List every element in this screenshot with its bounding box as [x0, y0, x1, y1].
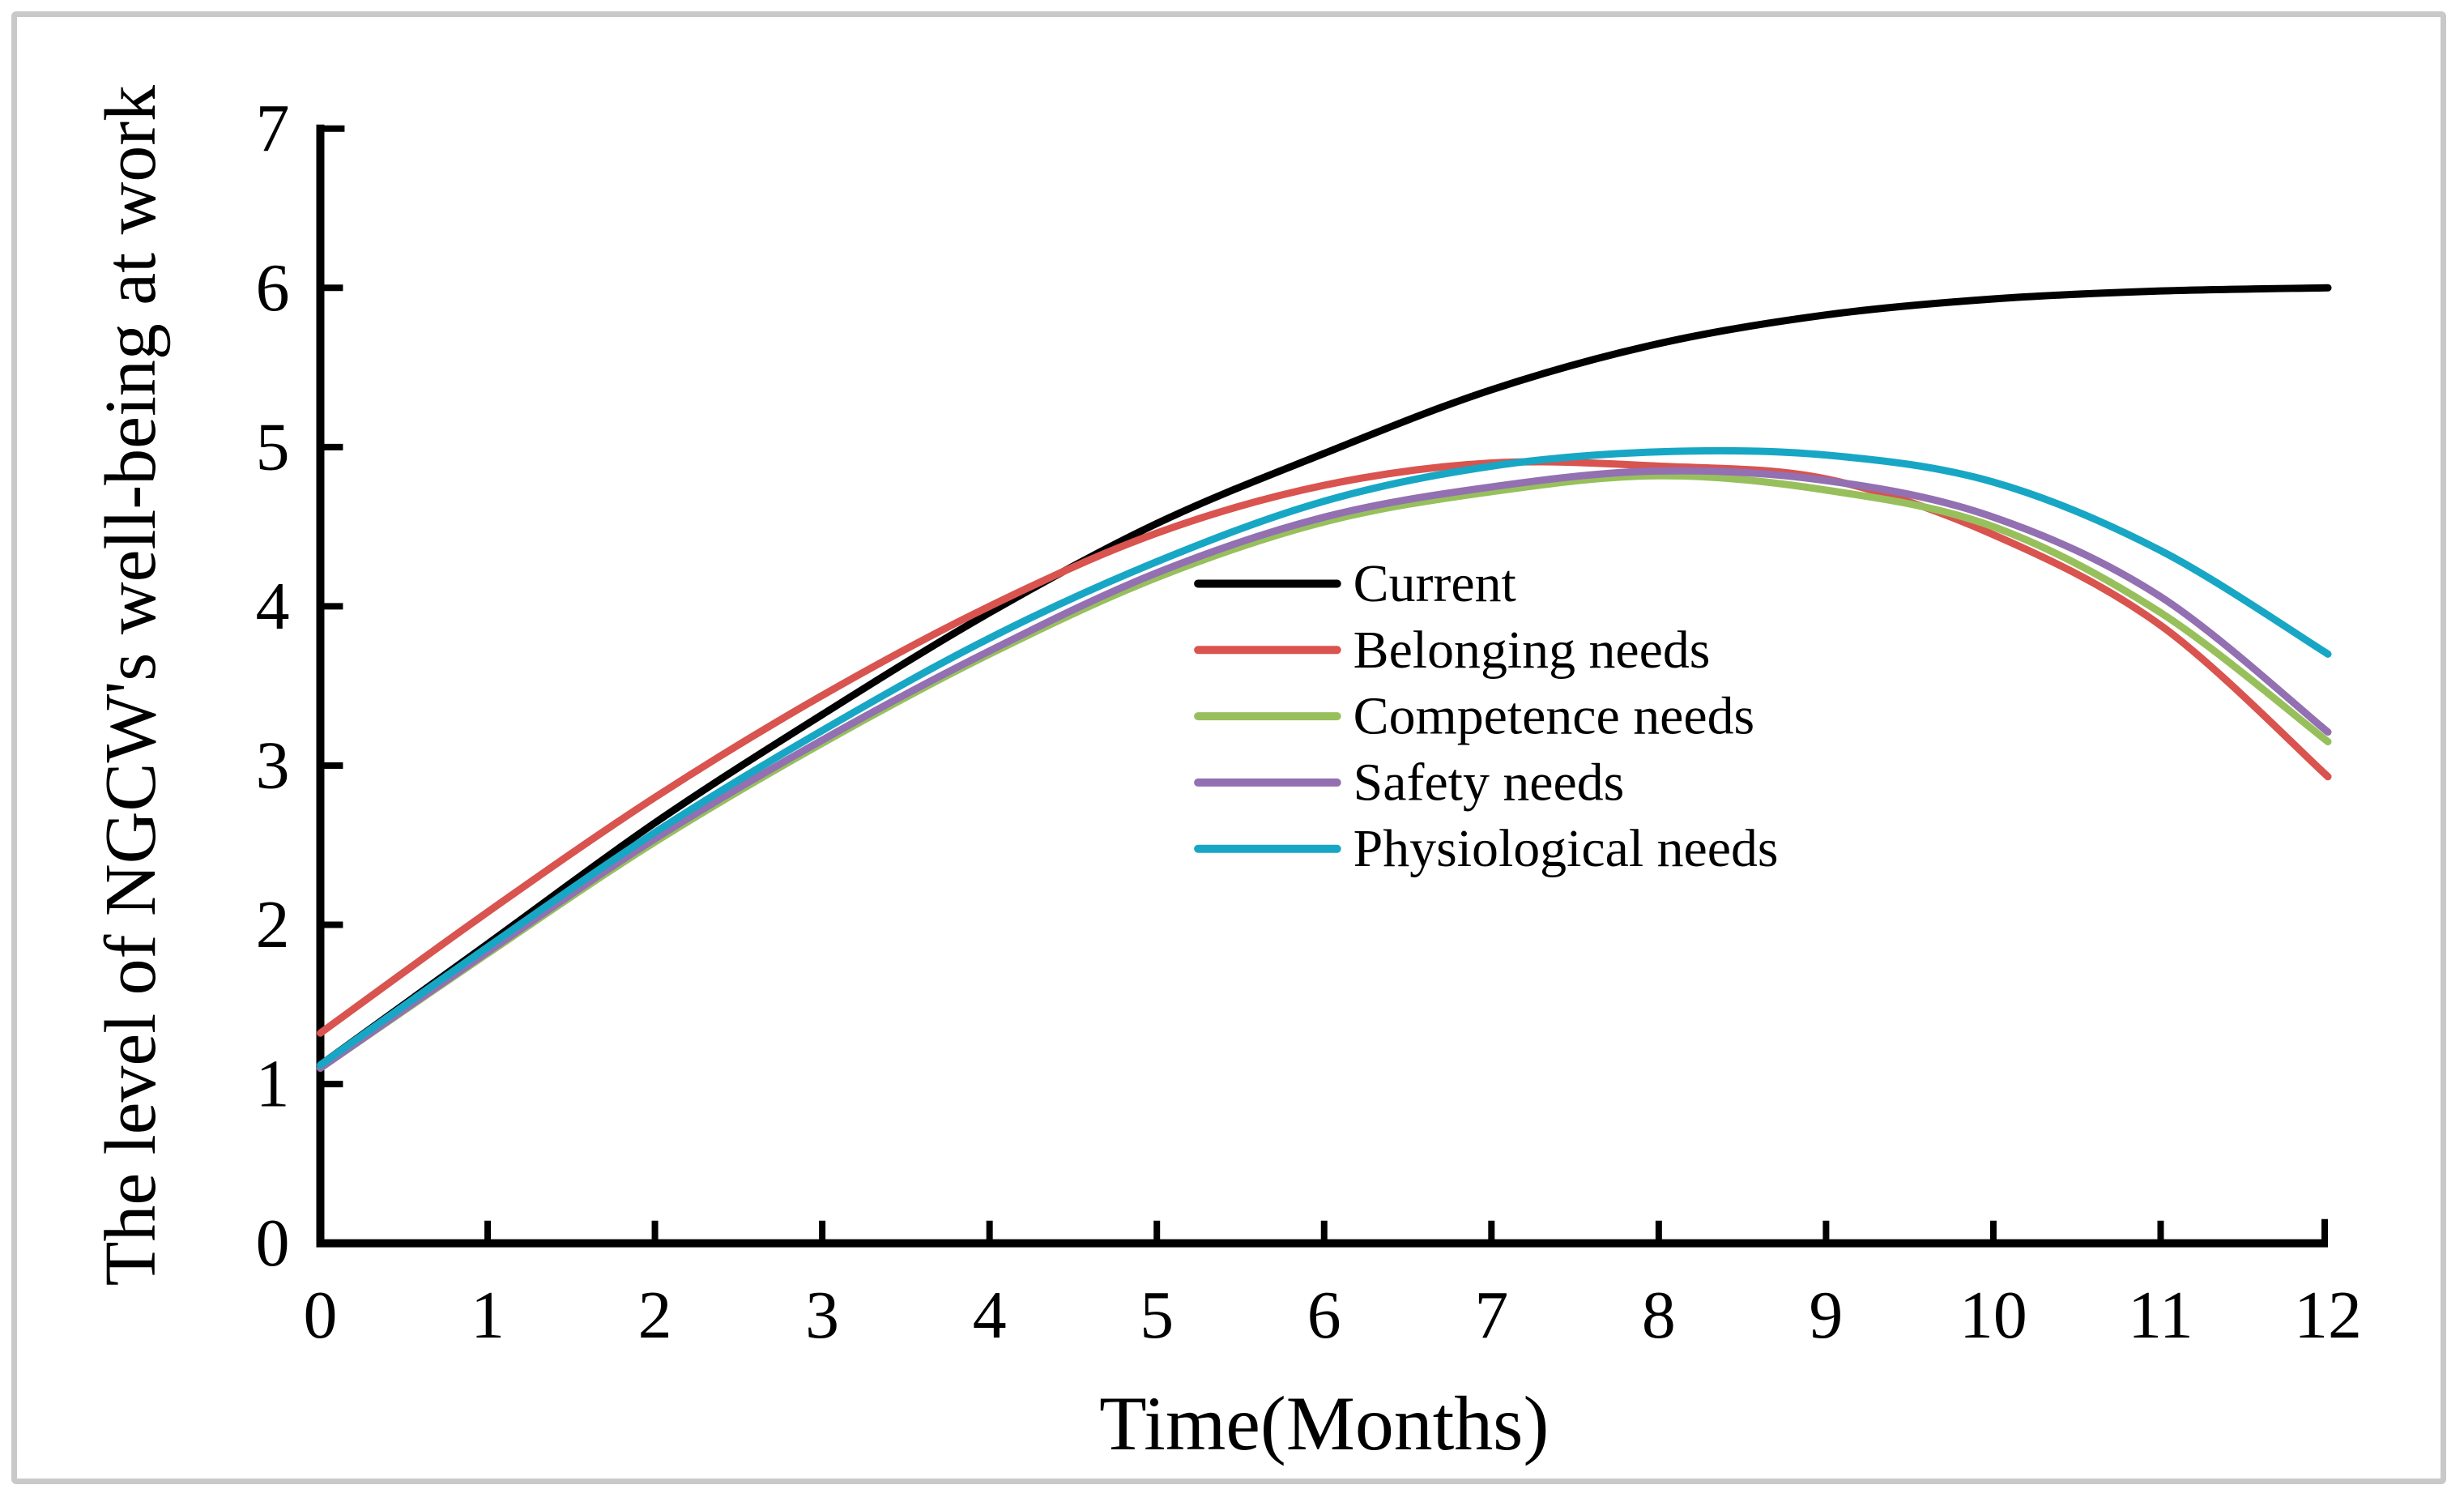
- x-tick-label: 1: [471, 1278, 505, 1353]
- series-line-belonging-needs: [316, 458, 2332, 1037]
- y-tick-label: 5: [256, 409, 290, 484]
- label-layer: Time(Months) The level of NGCW's well-be…: [91, 85, 1549, 1466]
- y-tick-label: 1: [256, 1047, 290, 1122]
- series-layer: [316, 284, 2332, 1072]
- x-tick-label: 3: [805, 1278, 839, 1353]
- y-tick-label: 7: [256, 91, 290, 166]
- legend-item-current: Current: [1194, 554, 1516, 613]
- y-tick-label: 4: [256, 569, 290, 644]
- x-tick-label: 5: [1140, 1278, 1174, 1353]
- legend-item-belonging-needs: Belonging needs: [1194, 621, 1711, 680]
- legend-layer: Current Belonging needs Competence needs Sa…: [1194, 554, 1779, 878]
- legend-label: Current: [1353, 554, 1516, 613]
- y-tick-label: 0: [256, 1205, 290, 1281]
- series-line-safety-needs: [316, 467, 2332, 1072]
- x-tick-label: 9: [1809, 1278, 1843, 1353]
- x-tick-label: 6: [1307, 1278, 1341, 1353]
- x-tick-label: 0: [304, 1278, 338, 1353]
- series-line-competence-needs: [316, 472, 2332, 1072]
- legend-item-competence-needs: Competence needs: [1194, 687, 1754, 746]
- x-tick-label: 7: [1474, 1278, 1508, 1353]
- y-tick-label: 6: [256, 250, 290, 326]
- legend-item-safety-needs: Safety needs: [1194, 753, 1625, 812]
- y-tick-label: 2: [256, 887, 290, 962]
- legend-label: Competence needs: [1353, 687, 1754, 746]
- x-tick-label: 8: [1642, 1278, 1676, 1353]
- figure-frame: 0 1 2 3 4 5 6 7 0 1 2 3 4 5 6 7 8 9 10 11 12 Current Belongin…: [11, 11, 2446, 1484]
- x-axis-title: Time(Months): [1099, 1380, 1549, 1466]
- legend-label: Physiological needs: [1353, 819, 1779, 878]
- legend-label: Safety needs: [1353, 753, 1625, 812]
- x-tick-label: 12: [2294, 1278, 2362, 1353]
- x-tick-label: 2: [638, 1278, 672, 1353]
- y-tick-label: 3: [256, 728, 290, 803]
- series-line-current: [316, 284, 2332, 1069]
- x-tick-label: 11: [2128, 1278, 2193, 1353]
- legend-item-physiological-needs: Physiological needs: [1194, 819, 1779, 878]
- y-axis-title: The level of NGCW's well-being at work: [91, 85, 171, 1287]
- x-tick-label: 4: [973, 1278, 1007, 1353]
- series-line-physiological-needs: [316, 446, 2332, 1069]
- x-tick-label: 10: [1959, 1278, 2027, 1353]
- legend-label: Belonging needs: [1353, 621, 1711, 680]
